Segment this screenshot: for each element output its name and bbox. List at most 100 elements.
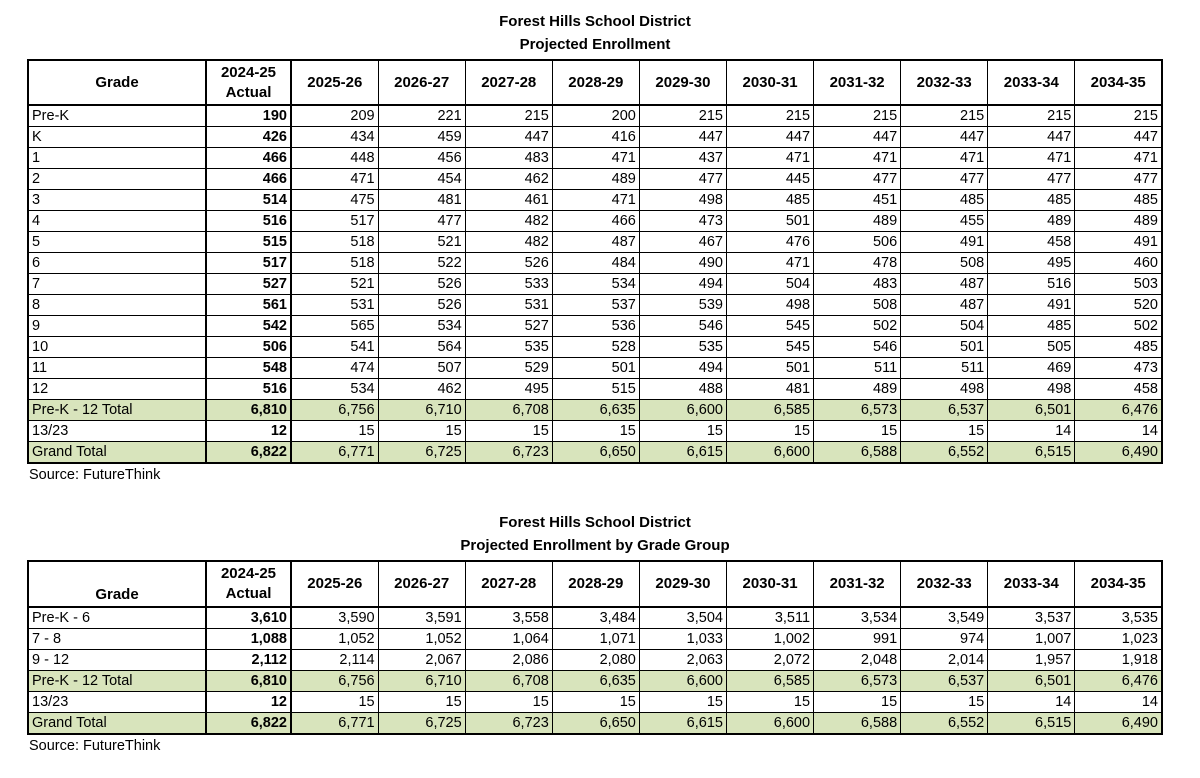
year-column-header: 2031-32 (813, 560, 902, 608)
projection-value-cell: 6,476 (1074, 670, 1163, 692)
projection-value-cell: 6,501 (987, 399, 1076, 421)
projection-value-cell: 545 (725, 315, 815, 337)
projection-value-cell: 6,635 (551, 670, 640, 692)
projection-value-cell: 477 (377, 210, 466, 232)
projection-value-cell: 14 (1074, 420, 1163, 442)
projection-value-cell: 461 (464, 189, 553, 211)
projection-value-cell: 6,585 (725, 670, 815, 692)
actual-value-cell: 6,810 (205, 670, 292, 692)
projection-value-cell: 534 (377, 315, 466, 337)
projection-value-cell: 526 (377, 273, 466, 295)
projection-value-cell: 6,710 (377, 670, 466, 692)
projection-value-cell: 471 (987, 147, 1076, 169)
projection-value-cell: 2,072 (725, 649, 815, 671)
projection-value-cell: 503 (1074, 273, 1163, 295)
projection-value-cell: 6,725 (377, 441, 466, 464)
projection-value-cell: 546 (638, 315, 727, 337)
projection-value-cell: 485 (987, 315, 1076, 337)
actual-value-cell: 466 (205, 168, 292, 190)
projection-value-cell: 498 (900, 378, 989, 400)
projection-value-cell: 3,511 (725, 606, 815, 629)
projection-value-cell: 495 (987, 252, 1076, 274)
projection-value-cell: 3,558 (464, 606, 553, 629)
projection-value-cell: 6,573 (813, 670, 902, 692)
table-body: Pre-K 190 209 221 215 200 215 215 215 215 215 215 K 4… (27, 104, 1163, 464)
grade-group-enrollment-table: Grade 2024-25 Actual 2025-26 2026-27 2027-28 2… (27, 560, 1163, 735)
table1-source-note: Source: FutureThink (29, 467, 161, 483)
actual-value-cell: 514 (205, 189, 292, 211)
projection-value-cell: 502 (813, 315, 902, 337)
row-label-cell: 9 (27, 315, 207, 337)
projection-value-cell: 6,515 (987, 441, 1076, 464)
actual-value-cell: 1,088 (205, 628, 292, 650)
projection-value-cell: 15 (638, 420, 727, 442)
projection-value-cell: 6,552 (900, 712, 989, 735)
year-column-header: 2029-30 (638, 59, 727, 106)
projection-value-cell: 537 (551, 294, 640, 316)
projection-value-cell: 489 (987, 210, 1076, 232)
projection-value-cell: 6,600 (638, 399, 727, 421)
projection-value-cell: 6,588 (813, 441, 902, 464)
projection-value-cell: 3,537 (987, 606, 1076, 629)
projection-value-cell: 437 (638, 147, 727, 169)
projection-value-cell: 485 (1074, 336, 1163, 358)
projection-value-cell: 15 (464, 691, 553, 713)
year-column-header: 2025-26 (290, 560, 379, 608)
projection-value-cell: 2,014 (900, 649, 989, 671)
total-row: Grand Total 6,822 6,771 6,725 6,723 6,650 6,61… (27, 441, 1163, 464)
projection-value-cell: 529 (464, 357, 553, 379)
table-row: 9 - 12 2,112 2,114 2,067 2,086 2,080 2,063 2,07… (27, 649, 1163, 671)
row-label-cell: Grand Total (27, 441, 207, 464)
table-row: 4 516 517 477 482 466 473 501 489 455 489 489 (27, 210, 1163, 232)
actual-header-line2: Actual (225, 83, 272, 101)
projection-value-cell: 6,515 (987, 712, 1076, 735)
projection-value-cell: 495 (464, 378, 553, 400)
projection-value-cell: 527 (464, 315, 553, 337)
projection-value-cell: 484 (551, 252, 640, 274)
projection-value-cell: 534 (290, 378, 379, 400)
row-label-cell: 12 (27, 378, 207, 400)
projection-value-cell: 483 (464, 147, 553, 169)
projection-value-cell: 15 (377, 420, 466, 442)
projection-value-cell: 471 (900, 147, 989, 169)
projection-value-cell: 15 (900, 691, 989, 713)
projected-enrollment-table: Grade 2024-25 Actual 2025-26 2026-27 2027-28 2… (27, 59, 1163, 464)
projection-value-cell: 6,756 (290, 399, 379, 421)
projection-value-cell: 501 (725, 357, 815, 379)
row-label-cell: 13/23 (27, 691, 207, 713)
table-row: 3 514 475 481 461 471 498 485 451 485 485 485 (27, 189, 1163, 211)
projection-value-cell: 447 (987, 126, 1076, 148)
projection-value-cell: 471 (725, 147, 815, 169)
table1-subtitle: Projected Enrollment (519, 36, 671, 53)
projection-value-cell: 434 (290, 126, 379, 148)
row-label-cell: 5 (27, 231, 207, 253)
projection-value-cell: 445 (725, 168, 815, 190)
table-row: 7 527 521 526 533 534 494 504 483 487 516 503 (27, 273, 1163, 295)
table-row: 9 542 565 534 527 536 546 545 502 504 485 502 (27, 315, 1163, 337)
projection-value-cell: 487 (900, 273, 989, 295)
projection-value-cell: 3,535 (1074, 606, 1163, 629)
row-label-cell: 2 (27, 168, 207, 190)
projection-value-cell: 6,537 (900, 399, 989, 421)
projection-value-cell: 521 (290, 273, 379, 295)
projection-value-cell: 3,534 (813, 606, 902, 629)
actual-value-cell: 516 (205, 378, 292, 400)
year-column-header: 2030-31 (725, 560, 815, 608)
projection-value-cell: 459 (377, 126, 466, 148)
projection-value-cell: 3,591 (377, 606, 466, 629)
table-row: 13/23 12 15 15 15 15 15 15 15 15 14 14 (27, 420, 1163, 442)
table-row: 13/23 12 15 15 15 15 15 15 15 15 14 14 (27, 691, 1163, 713)
actual-value-cell: 561 (205, 294, 292, 316)
projection-value-cell: 487 (551, 231, 640, 253)
actual-value-cell: 426 (205, 126, 292, 148)
year-column-header: 2034-35 (1074, 560, 1163, 608)
report-page: Forest Hills School District Projected E… (27, 13, 1163, 754)
table-row: 6 517 518 522 526 484 490 471 478 508 495 460 (27, 252, 1163, 274)
header-row: Grade 2024-25 Actual 2025-26 2026-27 2027-28 2… (27, 59, 1163, 106)
projection-value-cell: 15 (551, 420, 640, 442)
projection-value-cell: 1,052 (290, 628, 379, 650)
projection-value-cell: 1,002 (725, 628, 815, 650)
projection-value-cell: 6,708 (464, 670, 553, 692)
year-column-header: 2030-31 (725, 59, 815, 106)
projection-value-cell: 2,114 (290, 649, 379, 671)
